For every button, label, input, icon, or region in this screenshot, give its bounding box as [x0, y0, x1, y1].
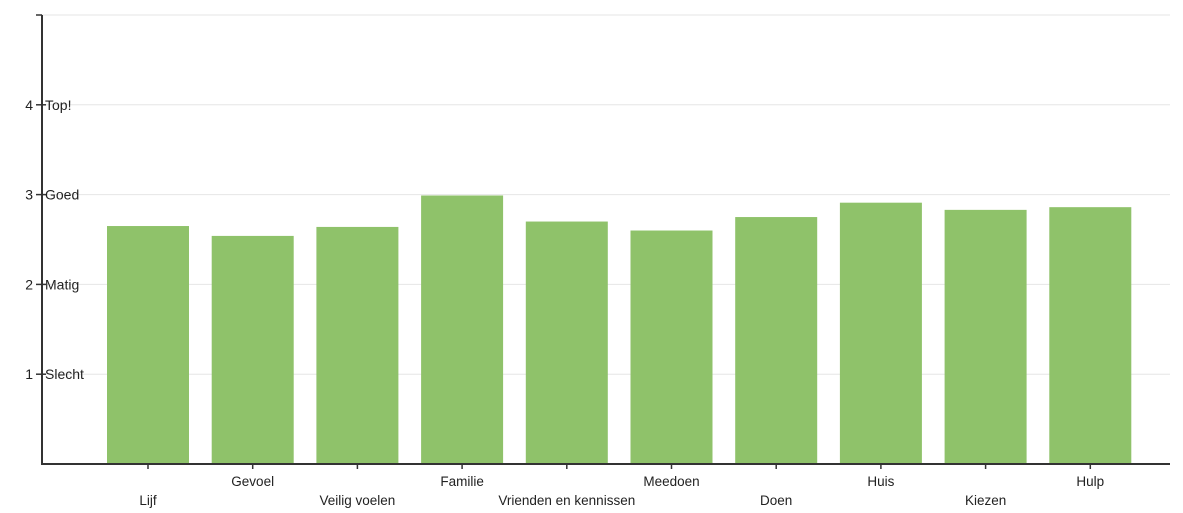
- bar: [735, 217, 818, 464]
- x-tick-label: Hulp: [1076, 474, 1104, 489]
- x-tick-label: Meedoen: [643, 474, 699, 489]
- bar: [1049, 207, 1132, 464]
- y-tick-word-label: Slecht: [45, 366, 84, 382]
- y-tick-label: 3: [25, 187, 33, 203]
- x-tick-label: Kiezen: [965, 493, 1006, 508]
- x-tick-label: Gevoel: [231, 474, 274, 489]
- y-tick-label: 2: [25, 276, 33, 292]
- bar: [839, 202, 922, 464]
- y-tick-label: 4: [25, 97, 33, 113]
- bar: [316, 226, 399, 464]
- y-tick-label: 1: [25, 366, 33, 382]
- x-tick-label: Lijf: [139, 493, 157, 508]
- bar: [525, 221, 608, 464]
- y-tick-word-label: Matig: [45, 276, 79, 292]
- bar: [107, 226, 189, 464]
- x-tick-labels: Lijf Gevoel Veilig voelen Familie Vrienden e…: [139, 474, 1104, 508]
- bar: [944, 209, 1027, 464]
- y-ticks: 1 Slecht 2 Matig 3 Goed 4 Top!: [25, 14, 1092, 469]
- bar: [211, 235, 294, 464]
- bar: [421, 195, 504, 465]
- bars: [107, 195, 1132, 465]
- x-tick-label: Huis: [867, 474, 894, 489]
- axes: [41, 15, 1170, 465]
- x-tick-label: Vrienden en kennissen: [498, 493, 635, 508]
- x-tick-label: Veilig voelen: [319, 493, 395, 508]
- x-tick-label: Doen: [760, 493, 792, 508]
- y-tick-word-label: Goed: [45, 187, 79, 203]
- x-tick-label: Familie: [440, 474, 484, 489]
- y-tick-word-label: Top!: [45, 97, 71, 113]
- bar: [630, 230, 713, 464]
